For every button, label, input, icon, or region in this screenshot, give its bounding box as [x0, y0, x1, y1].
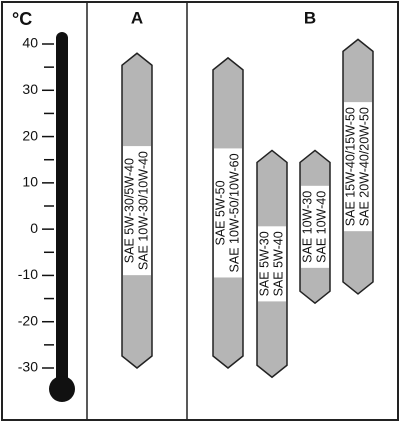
y-tick-label: -30 [18, 359, 38, 375]
group-label: A [131, 8, 143, 27]
y-tick-label: 40 [22, 35, 38, 51]
y-tick-label: 0 [30, 220, 38, 236]
bar-label: SAE 10W-30/10W-40 [136, 151, 150, 270]
bar-label: SAE 15W-40/15W-50 [343, 107, 357, 226]
y-tick-label: -10 [18, 266, 38, 282]
label-background [214, 148, 242, 278]
bar-label: SAE 10W-50/10W-60 [227, 153, 241, 272]
y-tick-label: 10 [22, 174, 38, 190]
bar-label: SAE 5W-50 [213, 180, 227, 245]
bar-label: SAE 20W-40/20W-50 [357, 107, 371, 226]
label-background [344, 102, 372, 232]
bar-label: SAE 5W-30 [257, 231, 271, 296]
y-tick-label: -20 [18, 312, 38, 328]
bar-label: SAE 10W-40 [314, 191, 328, 263]
label-background [123, 146, 151, 276]
bar-label: SAE 10W-30 [300, 191, 314, 263]
y-tick-label: 30 [22, 81, 38, 97]
label-background [301, 185, 329, 268]
bar-label: SAE 5W-40 [271, 231, 285, 296]
group-label: B [304, 8, 316, 27]
thermometer-bulb [49, 376, 75, 402]
label-background [258, 226, 286, 302]
unit-label: °C [12, 9, 32, 29]
y-tick-label: 20 [22, 127, 38, 143]
bar-label: SAE 5W-30/5W-40 [122, 158, 136, 263]
